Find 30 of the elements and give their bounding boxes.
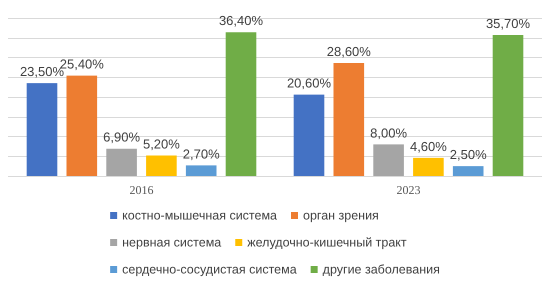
bar — [492, 34, 524, 176]
x-tick-label: 2016 — [130, 183, 154, 197]
data-label: 2,50% — [450, 147, 488, 162]
bar — [26, 83, 58, 176]
data-label: 5,20% — [142, 136, 180, 152]
legend-label: орган зрения — [303, 208, 379, 222]
bar — [146, 155, 177, 176]
legend-label: нервная система — [122, 236, 222, 250]
legend-label: желудочно-кишечный тракт — [247, 236, 407, 250]
bar — [66, 76, 98, 176]
data-label: 4,60% — [410, 138, 448, 154]
bar — [226, 32, 256, 176]
legend-label: сердечно-сосудистая система — [122, 262, 297, 276]
bar — [452, 166, 484, 176]
data-label: 28,60% — [326, 44, 372, 60]
data-label: 6,90% — [103, 130, 140, 145]
bar — [333, 63, 364, 176]
x-tick-label: 2023 — [396, 183, 420, 197]
data-label: 8,00% — [370, 125, 408, 140]
bar — [186, 165, 217, 176]
bar — [413, 158, 444, 176]
data-label: 35,70% — [486, 16, 530, 31]
legend-label: костно-мышечная система — [122, 208, 278, 222]
data-label: 36,40% — [218, 13, 264, 28]
data-label: 20,60% — [286, 76, 332, 91]
legend-label: другие заболевания — [322, 262, 440, 276]
bar — [373, 144, 404, 176]
data-label: 2,70% — [182, 146, 220, 162]
bar — [294, 94, 324, 176]
bar — [106, 148, 137, 176]
